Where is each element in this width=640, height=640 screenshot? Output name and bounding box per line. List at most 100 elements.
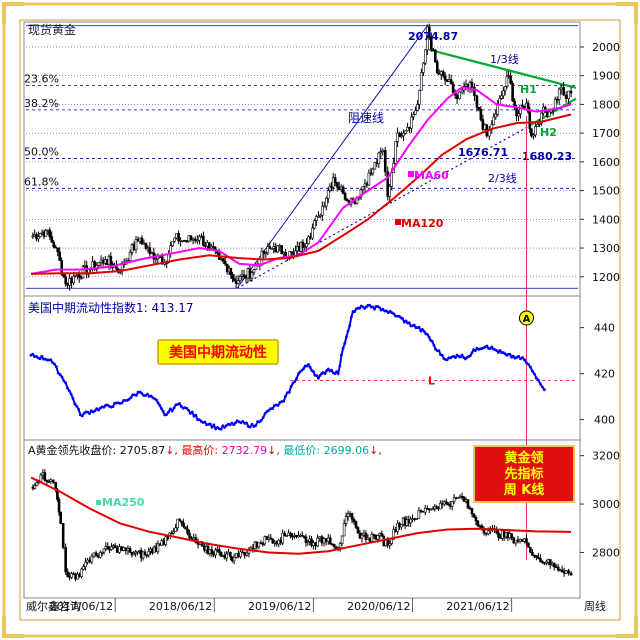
lead-price-candle [80, 568, 83, 577]
lead-price-candle [419, 510, 423, 512]
liquidity-point [250, 422, 254, 426]
liquidity-point [248, 425, 252, 429]
liquidity-point [293, 380, 297, 383]
liquidity-badge-box [157, 339, 279, 365]
lead-price-candle [86, 559, 89, 563]
price-candle [424, 49, 427, 64]
lead-price-candle [219, 552, 223, 557]
lead-price-candle [178, 518, 181, 522]
price-candle [540, 112, 543, 124]
price-candle [410, 116, 413, 129]
liquidity-point [185, 406, 189, 410]
x-tick-label: 2018/06/12 [149, 600, 212, 613]
lead-price-candle [70, 573, 73, 578]
price-candle [433, 49, 437, 63]
price-candle [341, 186, 345, 194]
liquidity-point [401, 317, 404, 321]
lead-price-candle [352, 519, 356, 523]
price-candle [221, 258, 225, 262]
liquidity-point [470, 351, 474, 355]
lead-price-candle [145, 554, 149, 557]
lead-price-candle [431, 508, 435, 511]
liquidity-point [60, 375, 64, 379]
lead-price-candle [96, 555, 100, 558]
resistance-line-label: 阻速线 [348, 111, 384, 125]
lead-price-candle [124, 547, 128, 551]
y-tick-label: 1200 [592, 271, 620, 284]
lead-price-candle [243, 552, 247, 556]
y-tick-label: 400 [594, 414, 615, 427]
price-candle [60, 260, 63, 275]
x-tick-label: 2021/06/12 [446, 600, 509, 613]
lead-price-candle [564, 570, 568, 574]
liquidity-point [66, 386, 69, 390]
x-tick-label: 2019/06/12 [248, 600, 311, 613]
liquidity-line [30, 304, 546, 431]
lead-price-candle [229, 551, 232, 558]
liquidity-point [146, 392, 149, 396]
liquidity-title: 美国中期流动性指数1: 413.17 [28, 300, 193, 315]
liquidity-point [523, 358, 526, 362]
ma120-marker [395, 219, 401, 225]
lead-price-candle [527, 542, 530, 548]
price-candle [324, 197, 328, 207]
lead-price-candle [281, 532, 284, 544]
lead-price-candle [90, 555, 94, 563]
liquidity-point [536, 378, 540, 382]
price-candle [455, 94, 459, 99]
liquidity-point [149, 394, 153, 398]
liquidity-point [180, 405, 183, 408]
lead-price-candle [306, 541, 310, 543]
price-candle [451, 83, 455, 94]
price-candle [173, 237, 176, 242]
price-candle [500, 95, 503, 99]
ma60-line [30, 86, 572, 275]
lead-price-candle [172, 531, 175, 534]
lead-price-candle [61, 523, 65, 548]
lead-price-candle [217, 549, 221, 553]
price-candle [109, 256, 113, 265]
corner-bottom-left [2, 616, 24, 638]
lead-price-candle [259, 542, 263, 545]
liquidity-point [437, 349, 441, 353]
price-candle [99, 259, 103, 263]
liquidity-badge-text: 美国中期流动性 [169, 344, 267, 361]
price-candle [435, 61, 439, 74]
liquidity-point [156, 401, 160, 405]
price-candle [475, 95, 479, 108]
lead-price-candle [472, 513, 476, 518]
lead-price-candle [88, 559, 92, 563]
price-candle [359, 189, 363, 198]
lead-price-candle [370, 534, 374, 542]
lead-price-candle [237, 553, 240, 558]
lead-price-candle [523, 538, 526, 542]
liquidity-point [340, 353, 343, 357]
liquidity-point [335, 370, 338, 374]
y-tick-label: 1400 [592, 213, 620, 226]
liquidity-point [316, 376, 320, 380]
liquidity-point [311, 370, 315, 373]
liquidity-point [271, 407, 274, 411]
price-candle [498, 98, 502, 105]
price-candle [169, 245, 172, 254]
liquidity-point [223, 426, 227, 429]
liquidity-point [440, 353, 444, 357]
lead-price-candle [510, 533, 513, 539]
liquidity-point [421, 328, 424, 331]
liquidity-point [427, 335, 431, 339]
lead-price-candle [400, 524, 403, 528]
lead-price-candle [544, 561, 548, 564]
liquidity-point [425, 333, 429, 336]
liquidity-point [525, 361, 528, 365]
price-candle [317, 216, 320, 218]
lead-price-candle [342, 523, 346, 537]
liquidity-point [336, 372, 340, 375]
liquidity-point [178, 402, 182, 405]
price-candle [64, 276, 67, 285]
lead-price-candle [439, 502, 442, 510]
liquidity-point [160, 407, 163, 410]
price-candle [52, 241, 56, 248]
readout-part: 最高价: [181, 443, 218, 457]
lead-price-candle [514, 539, 518, 544]
price-candle [266, 246, 270, 254]
